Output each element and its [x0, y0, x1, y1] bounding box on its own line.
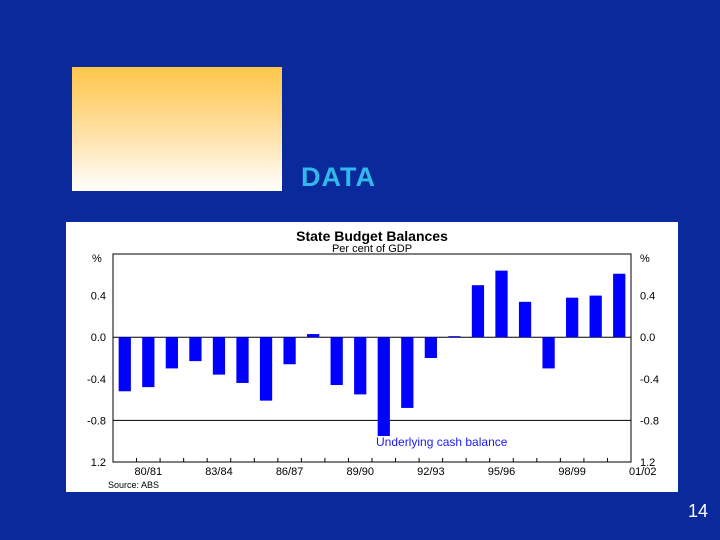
- x-tick-label: 92/93: [417, 466, 445, 478]
- x-tick-label: 86/87: [276, 466, 304, 478]
- bar: [330, 337, 343, 386]
- y-tick-label-left: -0.8: [87, 415, 106, 427]
- chart-panel: State Budget Balances Per cent of GDP % …: [66, 222, 678, 492]
- bar: [118, 337, 131, 392]
- bar: [212, 337, 226, 375]
- y-tick-label-right: -0.8: [640, 415, 659, 427]
- title-decoration: [72, 67, 282, 191]
- bar: [542, 337, 555, 369]
- bar: [401, 337, 414, 408]
- source-note: Source: ABS: [108, 480, 159, 490]
- bar: [495, 270, 508, 338]
- bar: [307, 334, 320, 338]
- bar: [613, 273, 626, 338]
- bar: [236, 337, 249, 383]
- bar-chart: State Budget Balances Per cent of GDP % …: [87, 228, 659, 490]
- bar: [259, 337, 273, 401]
- x-tick-label: 89/90: [346, 466, 374, 478]
- bar: [424, 337, 437, 358]
- y-tick-label-right: 1.2: [640, 457, 655, 469]
- bar: [566, 297, 579, 338]
- bar: [589, 295, 602, 338]
- y-tick-label-left: 1.2: [91, 457, 106, 469]
- series-annotation: Underlying cash balance: [376, 435, 508, 449]
- bar: [189, 337, 202, 362]
- y-tick-label-left: -0.4: [87, 374, 106, 386]
- y-tick-label-right: -0.4: [640, 374, 659, 386]
- y-tick-label-left: 0.4: [91, 291, 106, 303]
- bar: [283, 337, 296, 365]
- bar: [354, 337, 367, 395]
- y-tick-label-right: 0.4: [640, 291, 655, 303]
- y-axis-unit-right: %: [640, 253, 650, 265]
- chart-subtitle: Per cent of GDP: [332, 243, 412, 255]
- bar: [448, 336, 461, 338]
- bar: [165, 337, 178, 369]
- x-tick-label: 80/81: [135, 466, 163, 478]
- y-axis-unit-left: %: [92, 253, 102, 265]
- page-number: 14: [687, 501, 708, 521]
- y-tick-label-right: 0.0: [640, 332, 655, 344]
- slide-title: DATA: [301, 162, 376, 192]
- x-tick-label: 01/02: [629, 466, 657, 478]
- chart-title: State Budget Balances: [296, 228, 448, 244]
- bar: [142, 337, 155, 388]
- bar: [377, 337, 390, 436]
- y-tick-label-left: 0.0: [91, 332, 106, 344]
- bar: [518, 301, 532, 338]
- x-tick-label: 83/84: [205, 466, 233, 478]
- x-tick-label: 98/99: [558, 466, 586, 478]
- bar: [471, 285, 485, 338]
- x-tick-label: 95/96: [488, 466, 516, 478]
